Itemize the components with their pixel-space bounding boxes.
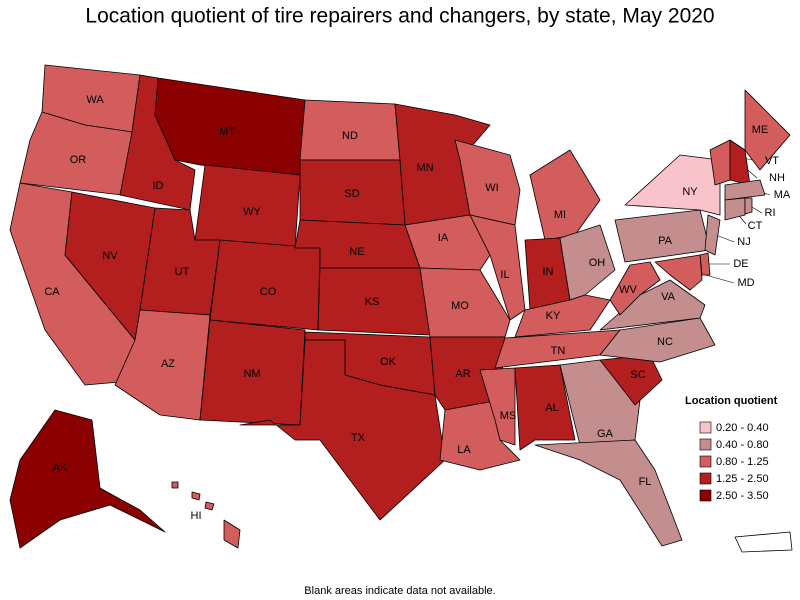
state-label: MT xyxy=(219,126,235,138)
state-label: MD xyxy=(737,277,754,289)
state-label: IN xyxy=(543,266,554,278)
state-label: AK xyxy=(53,462,68,474)
state-shape xyxy=(9,409,166,549)
state-label: SD xyxy=(344,188,359,200)
state-label: MN xyxy=(416,162,433,174)
legend-swatch xyxy=(699,455,712,468)
legend-label: 0.40 - 0.80 xyxy=(716,439,769,451)
state-shape xyxy=(654,254,703,291)
state-label: KS xyxy=(365,296,380,308)
state-label: CO xyxy=(260,286,277,298)
state-shape xyxy=(191,491,201,501)
state-shape xyxy=(404,214,491,271)
legend-swatch xyxy=(699,472,712,485)
state-label: GA xyxy=(597,428,614,440)
state-shape xyxy=(724,179,766,201)
legend-swatch xyxy=(699,489,712,502)
state-shape xyxy=(529,149,601,241)
state-label: NC xyxy=(657,336,673,348)
state-shape xyxy=(419,267,511,338)
state-label: HI xyxy=(191,510,202,522)
state-label: LA xyxy=(457,444,471,456)
state-label: AL xyxy=(545,402,558,414)
state-shape xyxy=(469,214,526,321)
state-shape xyxy=(514,364,576,451)
state-label: AR xyxy=(455,368,470,380)
legend-label: 0.20 - 0.40 xyxy=(716,422,769,434)
state-label: UT xyxy=(175,266,190,278)
state-label: PA xyxy=(658,235,673,247)
state-label: NH xyxy=(769,172,785,184)
state-shape xyxy=(724,197,746,221)
state-label: TN xyxy=(551,345,566,357)
legend-label: 2.50 - 3.50 xyxy=(716,490,769,502)
state-shape xyxy=(534,439,683,547)
state-label: KY xyxy=(546,310,561,322)
state-shape xyxy=(559,224,616,301)
state-shape xyxy=(624,154,721,216)
state-label: OH xyxy=(589,257,606,269)
map-title: Location quotient of tire repairers and … xyxy=(85,5,714,28)
state-shape xyxy=(744,89,791,171)
state-label: OR xyxy=(70,154,87,166)
footnote: Blank areas indicate data not available. xyxy=(304,585,495,597)
state-label: IL xyxy=(500,269,509,281)
state-label: DE xyxy=(733,258,748,270)
state-label: ME xyxy=(752,124,769,136)
legend-title: Location quotient xyxy=(685,395,778,407)
legend-label: 1.25 - 2.50 xyxy=(716,473,769,485)
state-label: VT xyxy=(765,155,779,167)
state-label: CA xyxy=(44,286,60,298)
state-label: SC xyxy=(630,369,645,381)
state-shape xyxy=(223,519,241,549)
legend-swatch xyxy=(699,438,712,451)
state-label: NJ xyxy=(737,236,750,248)
states: WA OR CA NV ID MT WY UT AZ CO NM ND SD NE KS OK TX MN IA MO… xyxy=(9,64,791,549)
state-label: NE xyxy=(349,246,364,258)
state-label: RI xyxy=(765,207,776,219)
state-label: IA xyxy=(438,232,449,244)
state-shape xyxy=(479,367,516,446)
state-shape xyxy=(599,317,716,363)
state-shape xyxy=(239,339,446,521)
state-label: NY xyxy=(682,186,698,198)
state-shape xyxy=(204,501,215,511)
state-label: VA xyxy=(661,291,676,303)
state-label: OK xyxy=(380,356,397,368)
state-label: WI xyxy=(485,182,498,194)
state-shape xyxy=(704,214,721,256)
state-label: CT xyxy=(748,220,763,232)
state-label: MS xyxy=(500,410,517,422)
puerto-rico xyxy=(734,531,793,553)
state-label: NV xyxy=(102,250,118,262)
state-shape xyxy=(114,309,211,421)
state-shape xyxy=(609,261,661,316)
state-label: WY xyxy=(243,206,261,218)
state-label: WV xyxy=(619,284,637,296)
state-label: WA xyxy=(86,94,104,106)
legend: 0.20 - 0.40 0.40 - 0.80 0.80 - 1.25 1.25 - … xyxy=(699,421,769,502)
legend-label: 0.80 - 1.25 xyxy=(716,456,769,468)
state-label: AZ xyxy=(161,358,175,370)
state-label: MO xyxy=(451,300,469,312)
state-label: ND xyxy=(342,130,358,142)
state-shape xyxy=(744,197,753,215)
legend-swatch xyxy=(699,421,712,434)
state-label: MA xyxy=(774,189,791,201)
state-label: NM xyxy=(243,368,260,380)
state-label: MI xyxy=(554,209,566,221)
state-shape xyxy=(171,481,179,489)
state-label: TX xyxy=(351,432,366,444)
state-label: FL xyxy=(639,476,652,488)
state-label: ID xyxy=(153,180,164,192)
